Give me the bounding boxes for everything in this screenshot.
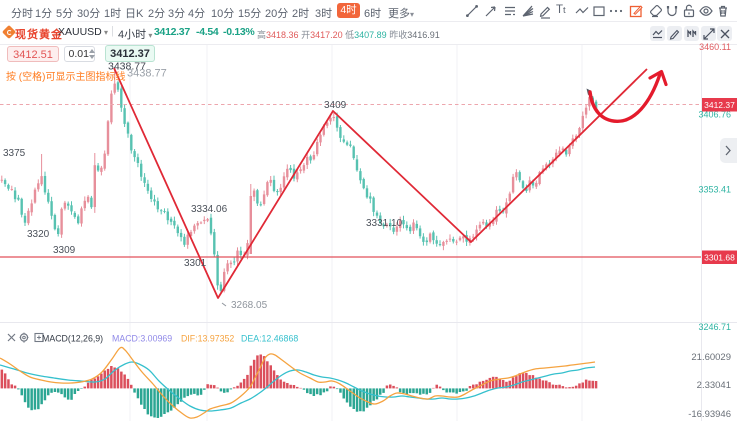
svg-text:DIF:13.97352: DIF:13.97352 — [181, 334, 234, 344]
svg-text:21.60029: 21.60029 — [691, 352, 731, 363]
svg-text:MACD(12,26,9): MACD(12,26,9) — [42, 334, 103, 344]
svg-text:3438.77: 3438.77 — [108, 61, 146, 73]
svg-text:DEA:12.46868: DEA:12.46868 — [241, 334, 298, 344]
svg-text:3320: 3320 — [27, 229, 50, 240]
svg-text:3246.71: 3246.71 — [698, 322, 731, 332]
svg-text:3460.11: 3460.11 — [699, 42, 731, 52]
svg-text:3375: 3375 — [3, 148, 26, 159]
svg-text:3301: 3301 — [184, 258, 207, 269]
svg-text:3353.41: 3353.41 — [698, 185, 731, 195]
svg-text:2.33041: 2.33041 — [697, 380, 731, 391]
svg-text:3331.10: 3331.10 — [366, 218, 403, 229]
svg-text:3438.77: 3438.77 — [127, 68, 167, 80]
svg-text:3268.05: 3268.05 — [231, 300, 268, 311]
svg-text:3409: 3409 — [324, 100, 347, 111]
svg-text:3406.76: 3406.76 — [698, 110, 731, 120]
svg-text:MACD:3.00969: MACD:3.00969 — [112, 334, 172, 344]
svg-text:3309: 3309 — [53, 245, 76, 256]
svg-text:3334.06: 3334.06 — [191, 204, 228, 215]
svg-text:3301.68: 3301.68 — [704, 253, 735, 263]
svg-text:3412.37: 3412.37 — [704, 100, 735, 110]
svg-text:-16.93946: -16.93946 — [688, 409, 731, 420]
